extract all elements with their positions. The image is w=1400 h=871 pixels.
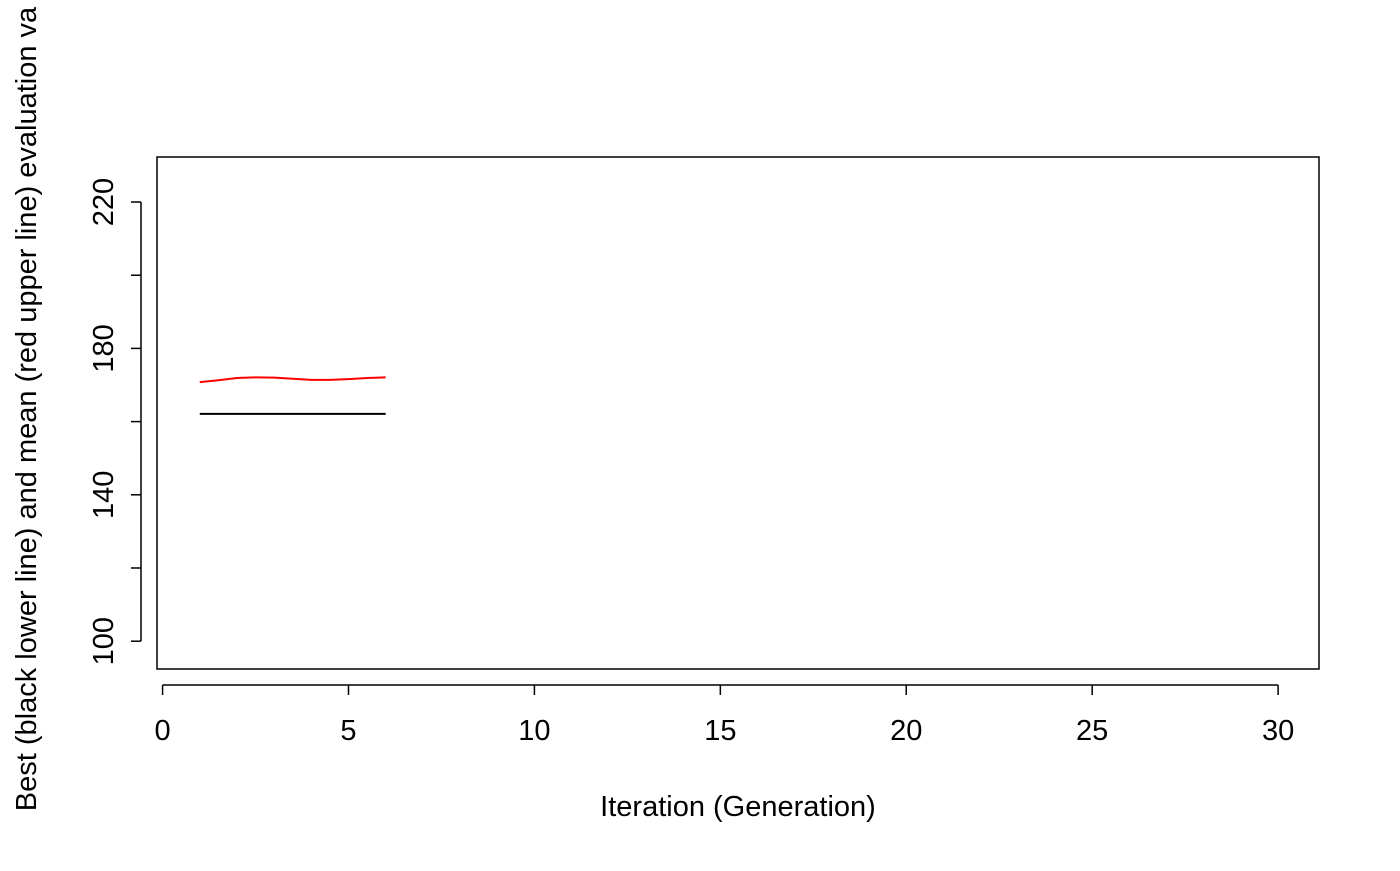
x-tick-label: 15: [704, 715, 736, 747]
x-tick-label: 0: [155, 715, 171, 747]
y-tick-label: 220: [88, 178, 120, 226]
y-axis: 100 140 180 220: [88, 178, 142, 665]
x-axis-label: Iteration (Generation): [600, 791, 876, 823]
y-tick-label: 140: [88, 471, 120, 519]
x-tick-label: 10: [518, 715, 550, 747]
x-tick-label: 25: [1076, 715, 1108, 747]
x-axis: 0 5 10 15 20 25 30: [155, 684, 1294, 747]
series-line-mean: [199, 376, 386, 384]
x-tick-label: 5: [340, 715, 356, 747]
series-layer: [199, 376, 386, 415]
y-tick-label: 100: [88, 617, 120, 665]
y-axis-label: Best (black lower line) and mean (red up…: [11, 6, 43, 811]
x-tick-label: 30: [1262, 715, 1294, 747]
plot-frame: [156, 156, 1320, 670]
x-tick-label: 20: [890, 715, 922, 747]
y-tick-label: 180: [88, 324, 120, 372]
